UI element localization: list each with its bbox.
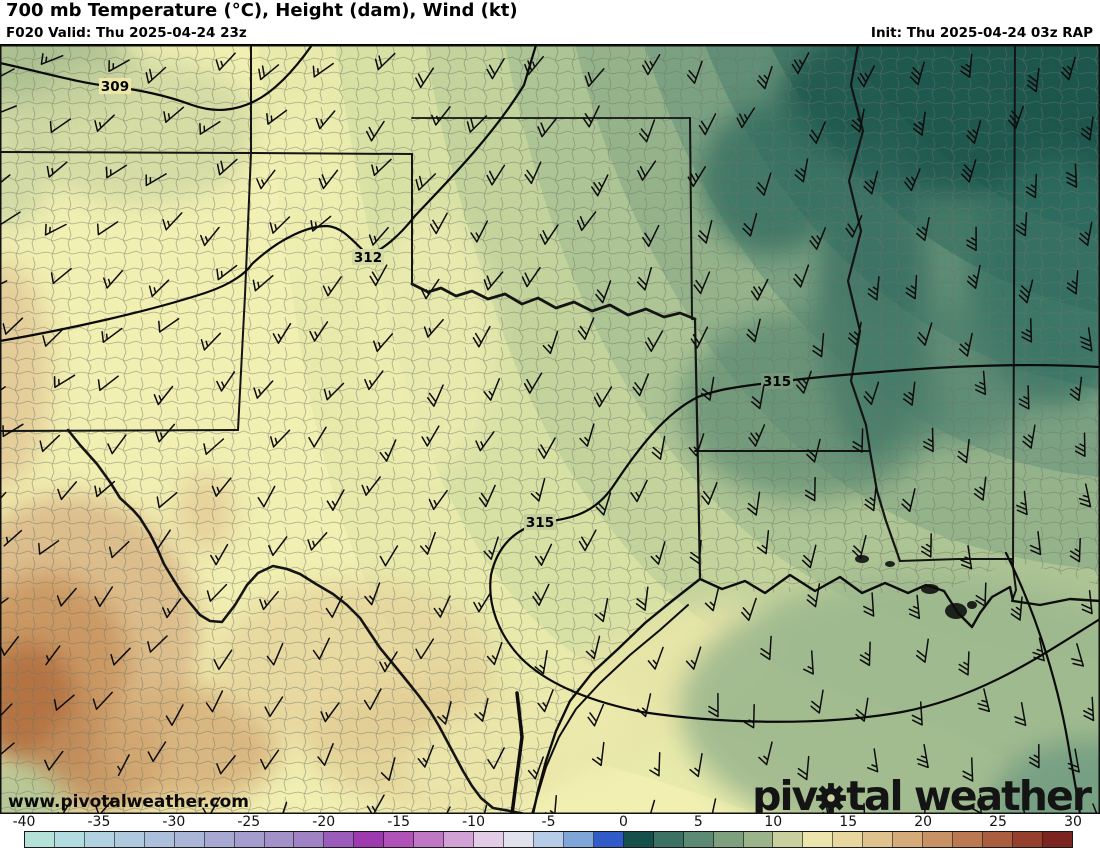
map-canvas: 309 312 315 315	[0, 45, 1100, 814]
colorbar-cell	[234, 832, 265, 847]
colorbar-tick-label: 25	[989, 814, 1007, 830]
colorbar-cell	[264, 832, 295, 847]
colorbar-cell	[414, 832, 445, 847]
weather-map: 309 312 315 315 piv tal weather www.pivotalw…	[0, 44, 1100, 820]
contour-label: 315	[761, 373, 793, 390]
colorbar-cell	[653, 832, 684, 847]
colorbar-tick-label: -20	[312, 814, 336, 830]
colorbar-cell	[1042, 832, 1072, 847]
colorbar-tick-label: 0	[618, 814, 628, 830]
colorbar-cell	[803, 832, 834, 847]
colorbar-cell	[504, 832, 534, 847]
colorbar-cell	[563, 832, 594, 847]
brand-right: tal weather	[846, 772, 1092, 820]
colorbar-cell	[533, 832, 564, 847]
colorbar-cell	[114, 832, 145, 847]
colorbar-cell	[324, 832, 355, 847]
colorbar-tick-label: 30	[1064, 814, 1082, 830]
brand-left: piv	[752, 772, 818, 820]
colorbar-tick-label: -40	[12, 814, 36, 830]
colorbar-cell	[1012, 832, 1043, 847]
colorbar-tick-label: -15	[387, 814, 411, 830]
wind-barbs	[0, 52, 1098, 814]
svg-text:312: 312	[354, 250, 382, 266]
colorbar-cell	[773, 832, 804, 847]
colorbar-cell	[833, 832, 864, 847]
colorbar-ticks: -40 -35 -30 -25 -20 -15 -10 -5 0 5 10 15 20 25 30	[0, 814, 1100, 831]
colorbar-cell	[174, 832, 205, 847]
contour-label: 309	[99, 78, 131, 95]
map-title: 700 mb Temperature (°C), Height (dam), W…	[6, 0, 518, 21]
colorbar-cell	[54, 832, 85, 847]
contour-label: 315	[524, 514, 556, 531]
svg-text:309: 309	[101, 79, 129, 95]
colorbar	[24, 831, 1073, 848]
colorbar-cell	[953, 832, 983, 847]
map-header: 700 mb Temperature (°C), Height (dam), W…	[0, 0, 1100, 44]
map-frame	[0, 45, 1100, 814]
colorbar-tick-label: 10	[764, 814, 783, 830]
colorbar-cell	[144, 832, 175, 847]
colorbar-tick-label: -10	[462, 814, 485, 830]
coastline	[510, 555, 1100, 814]
colorbar-cell	[893, 832, 924, 847]
colorbar-tick-label: 15	[839, 814, 858, 830]
valid-time: F020 Valid: Thu 2025-04-24 23z	[6, 25, 247, 41]
colorbar-cell	[25, 832, 55, 847]
svg-text:315: 315	[526, 515, 554, 531]
colorbar-cell	[354, 832, 385, 847]
init-time: Init: Thu 2025-04-24 03z RAP	[870, 25, 1093, 41]
contour-label: 312	[352, 249, 384, 266]
colorbar-tick-label: -5	[541, 814, 556, 830]
colorbar-cell	[863, 832, 894, 847]
colorbar-cell	[384, 832, 415, 847]
colorbar-cell	[743, 832, 774, 847]
colorbar-cell	[444, 832, 475, 847]
colorbar-tick-label: -25	[237, 814, 261, 830]
colorbar-cell	[204, 832, 235, 847]
colorbar-cell	[474, 832, 504, 847]
colorbar-tick-label: 5	[693, 814, 703, 830]
colorbar-cell	[983, 832, 1013, 847]
colorbar-cell	[593, 832, 624, 847]
colorbar-cell	[84, 832, 115, 847]
url-watermark: www.pivotalweather.com	[8, 792, 250, 812]
contour-labels: 309 312 315 315	[99, 78, 793, 531]
colorbar-cell	[923, 832, 954, 847]
colorbar-tick-label: -30	[162, 814, 186, 830]
colorbar-cell	[623, 832, 654, 847]
colorbar-cell	[683, 832, 714, 847]
svg-text:315: 315	[763, 374, 791, 390]
colorbar-cell	[713, 832, 744, 847]
colorbar-cell	[294, 832, 325, 847]
brand-watermark: piv tal weather	[752, 772, 1092, 820]
colorbar-tick-label: -35	[87, 814, 111, 830]
colorbar-tick-label: 20	[914, 814, 933, 830]
gear-icon	[816, 783, 847, 813]
temperature-legend: -40 -35 -30 -25 -20 -15 -10 -5 0 5 10 15 20 25 30	[0, 814, 1100, 850]
